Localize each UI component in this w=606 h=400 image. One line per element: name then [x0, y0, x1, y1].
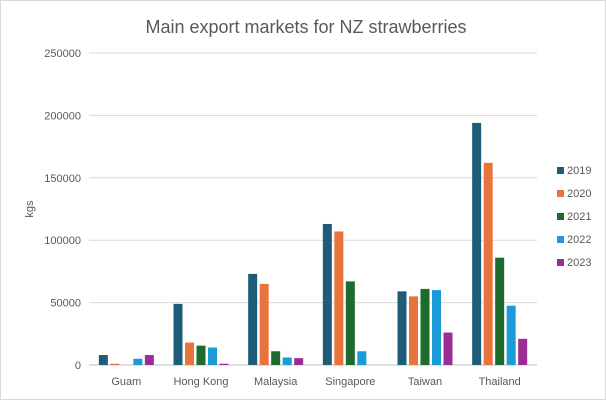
y-tick-label: 0	[75, 360, 81, 372]
x-tick-label: Guam	[111, 376, 141, 388]
bar-malaysia-2021	[271, 351, 281, 365]
x-tick-label: Singapore	[325, 376, 375, 388]
legend-label-2020: 2020	[567, 188, 591, 200]
y-tick-label: 150000	[44, 173, 81, 185]
bar-taiwan-2019	[397, 291, 407, 365]
bar-hong-kong-2019	[173, 303, 183, 365]
bar-malaysia-2023	[294, 358, 304, 365]
y-tick-label: 200000	[44, 110, 81, 122]
legend-swatch-2023	[557, 259, 564, 266]
bar-guam-2019	[98, 355, 108, 365]
bar-singapore-2021	[345, 281, 355, 365]
bar-singapore-2020	[334, 231, 344, 365]
y-tick-label: 100000	[44, 235, 81, 247]
bar-malaysia-2020	[259, 283, 269, 365]
bar-thailand-2020	[483, 162, 493, 365]
legend-swatch-2021	[557, 213, 564, 220]
legend-swatch-2020	[557, 190, 564, 197]
bar-taiwan-2020	[409, 296, 418, 365]
bar-taiwan-2023	[443, 332, 453, 365]
bar-singapore-2019	[322, 223, 332, 365]
legend-label-2022: 2022	[567, 234, 591, 246]
x-tick-label: Malaysia	[254, 376, 298, 388]
legend: 2019 2020 2021 2022 2023	[557, 165, 591, 269]
bar-malaysia-2022	[282, 357, 292, 365]
bar-taiwan-2021	[420, 288, 430, 365]
x-axis-ticks: Guam Hong Kong Malaysia Singapore Taiwan Thai…	[111, 376, 520, 388]
bar-hong-kong-2023	[219, 363, 229, 365]
bar-thailand-2021	[495, 257, 505, 365]
bar-hong-kong-2022	[208, 347, 217, 365]
x-tick-label: Thailand	[479, 376, 521, 388]
bars	[98, 122, 528, 365]
bar-taiwan-2022	[432, 290, 441, 365]
y-tick-label: 50000	[50, 298, 81, 310]
legend-swatch-2022	[557, 236, 564, 243]
y-axis-ticks: 0 50000 100000 150000 200000 250000	[44, 48, 81, 372]
bar-guam-2022	[133, 358, 143, 365]
bar-singapore-2022	[357, 351, 367, 365]
y-tick-label: 250000	[44, 48, 81, 60]
bar-malaysia-2019	[248, 273, 258, 365]
x-tick-label: Taiwan	[408, 376, 442, 388]
legend-label-2021: 2021	[567, 211, 591, 223]
bar-hong-kong-2021	[196, 345, 206, 365]
gridlines	[89, 52, 537, 366]
x-tick-label: Hong Kong	[173, 376, 228, 388]
y-axis-title: kgs	[24, 200, 36, 218]
bar-thailand-2019	[472, 122, 482, 365]
legend-label-2019: 2019	[567, 165, 591, 177]
bar-guam-2023	[144, 355, 154, 365]
chart-title: Main export markets for NZ strawberries	[145, 17, 466, 37]
legend-swatch-2019	[557, 167, 564, 174]
bar-thailand-2023	[518, 338, 528, 365]
bar-hong-kong-2020	[185, 342, 194, 365]
legend-label-2023: 2023	[567, 257, 591, 269]
bar-thailand-2022	[506, 305, 516, 365]
bar-guam-2020	[110, 363, 120, 365]
